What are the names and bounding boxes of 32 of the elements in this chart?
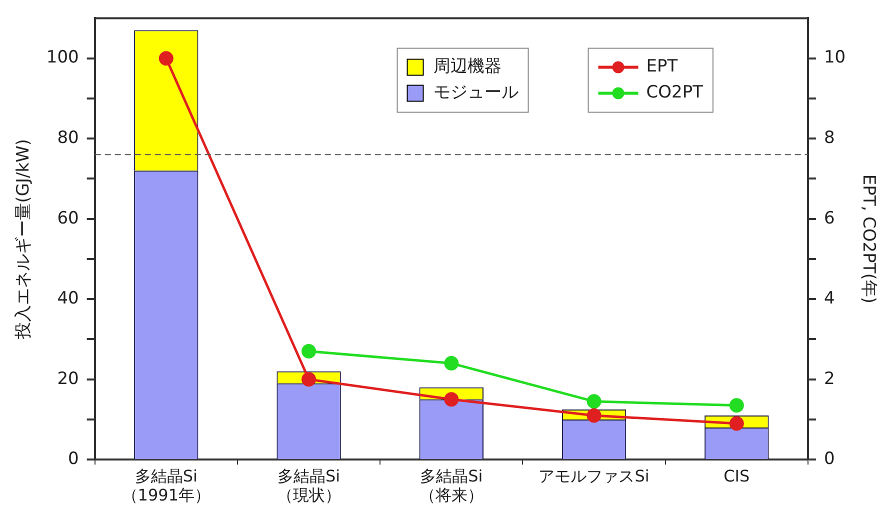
point xyxy=(444,356,459,371)
y2-tick-label: 2 xyxy=(824,368,835,389)
x-tick-label: CIS xyxy=(724,466,750,486)
point xyxy=(729,398,744,413)
point xyxy=(729,416,744,431)
y2-tick-label: 4 xyxy=(824,288,835,309)
point xyxy=(302,344,316,359)
legend-label: EPT xyxy=(646,56,678,77)
x-tick-label: 多結晶Si （現状） xyxy=(276,466,341,505)
legend-label: モジュール xyxy=(433,82,518,103)
y2-tick-label: 0 xyxy=(824,449,835,470)
legend-label: CO2PT xyxy=(646,82,704,103)
y-tick-label: 60 xyxy=(57,208,79,228)
y2-tick-label: 10 xyxy=(824,48,846,68)
point xyxy=(586,394,602,409)
y2-tick-label: 6 xyxy=(824,208,835,228)
x-tick-label: 多結晶Si （1991年） xyxy=(122,466,211,505)
x-tick-label: アモルファスSi xyxy=(538,466,650,486)
point xyxy=(302,372,316,387)
y-tick-label: 40 xyxy=(57,288,79,309)
point xyxy=(158,51,174,66)
point xyxy=(586,408,602,423)
y-tick-label: 0 xyxy=(68,449,79,470)
y-tick-label: 80 xyxy=(57,128,79,148)
y2-tick-label: 8 xyxy=(824,128,835,148)
legend-label: 周辺機器 xyxy=(433,56,502,77)
y-tick-label: 20 xyxy=(57,368,79,389)
y-tick-label: 100 xyxy=(46,48,79,68)
point xyxy=(444,392,459,407)
y-axis-title: 投入エネルギー量(GJ/kW) xyxy=(14,138,34,340)
y2-axis-title: EPT, CO2PT(年) xyxy=(858,174,878,304)
x-tick-label: 多結晶Si （将来） xyxy=(419,466,484,505)
